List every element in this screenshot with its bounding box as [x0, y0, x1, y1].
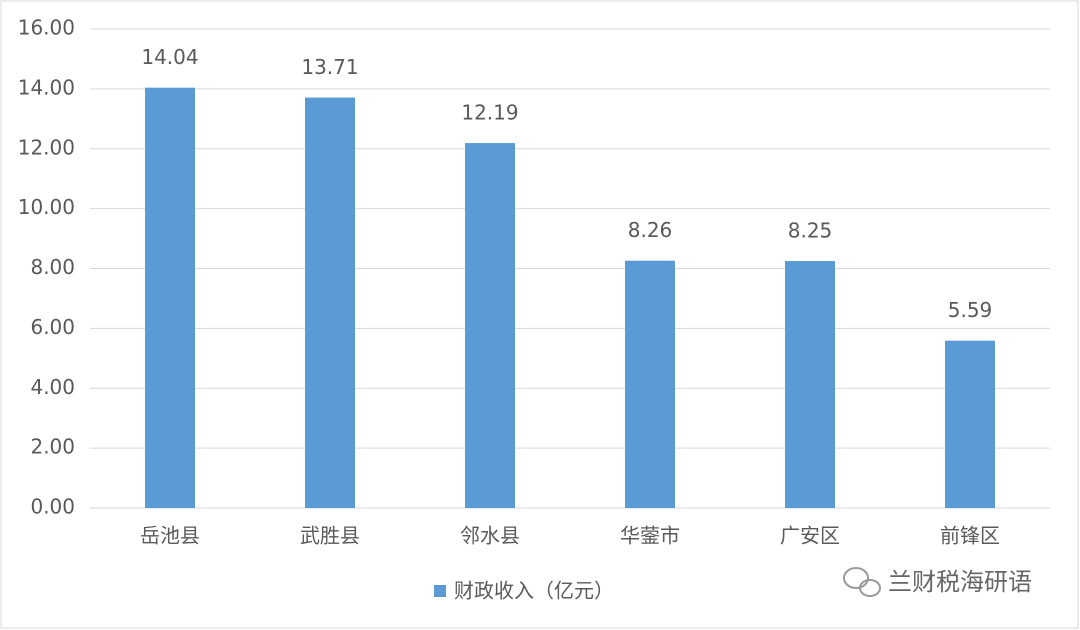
- y-tick-label: 2.00: [30, 435, 75, 459]
- y-tick-label: 12.00: [18, 135, 75, 159]
- x-tick-label: 邻水县: [460, 524, 520, 548]
- legend-swatch: [434, 585, 446, 597]
- watermark: 兰财税海研语: [888, 568, 1032, 596]
- y-tick-label: 0.00: [30, 495, 75, 519]
- bar: [305, 97, 355, 508]
- value-label: 14.04: [141, 45, 198, 69]
- x-tick-label: 前锋区: [940, 524, 1000, 548]
- bar: [945, 340, 995, 508]
- bar: [625, 260, 675, 508]
- y-tick-label: 14.00: [18, 75, 75, 99]
- y-tick-label: 4.00: [30, 375, 75, 399]
- watermark-icon: [843, 567, 881, 597]
- y-tick-label: 16.00: [18, 16, 75, 40]
- value-label: 8.26: [628, 218, 673, 242]
- x-tick-label: 岳池县: [140, 524, 200, 548]
- bar: [785, 261, 835, 508]
- value-label: 12.19: [461, 101, 518, 125]
- bar: [465, 143, 515, 508]
- bar: [145, 87, 195, 509]
- x-tick-label: 武胜县: [300, 524, 360, 548]
- x-tick-label: 广安区: [780, 524, 840, 548]
- value-label: 8.25: [788, 219, 833, 243]
- y-tick-label: 8.00: [30, 255, 75, 279]
- x-tick-label: 华蓥市: [620, 524, 680, 548]
- y-tick-label: 6.00: [30, 315, 75, 339]
- legend-label: 财政收入（亿元）: [454, 579, 614, 603]
- y-tick-label: 10.00: [18, 195, 75, 219]
- value-label: 5.59: [948, 298, 993, 322]
- value-label: 13.71: [301, 55, 358, 79]
